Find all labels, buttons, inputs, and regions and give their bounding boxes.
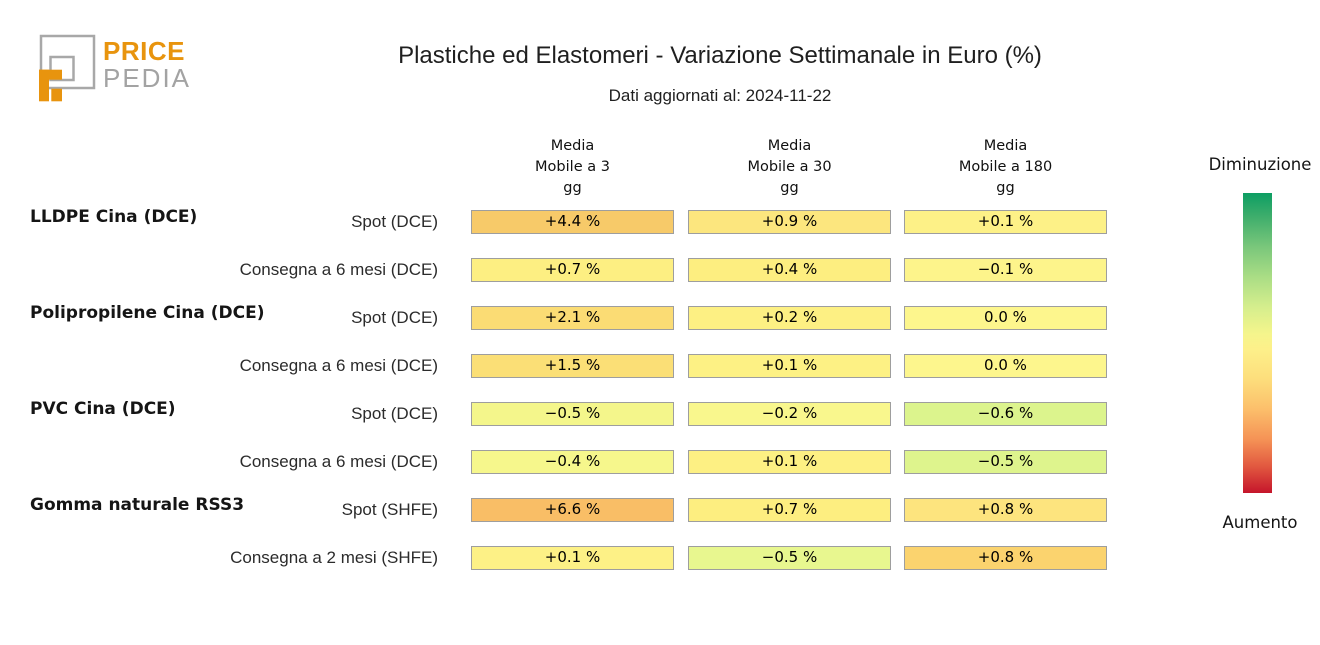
heatmap-cell: +0.9 % [688,210,891,234]
row-label: Consegna a 6 mesi (DCE) [239,260,438,279]
row-label: Spot (SHFE) [341,500,438,519]
column-header-line: Media [983,138,1028,154]
row-label: Consegna a 2 mesi (SHFE) [230,548,438,567]
heatmap-cell: +0.8 % [904,498,1107,522]
row-label: Consegna a 6 mesi (DCE) [239,356,438,375]
heatmap-cell: +0.1 % [471,546,674,570]
heatmap-cell: −0.5 % [904,450,1107,474]
column-header: Media Mobile a 3 gg [471,136,674,199]
heatmap-cell: −0.6 % [904,402,1107,426]
column-header-line: gg [780,180,799,196]
row-group-label: LLDPE Cina (DCE) [30,207,198,227]
column-header-line: Mobile a 180 [958,159,1053,175]
column-header: Media Mobile a 180 gg [904,136,1107,199]
heatmap-cell: +2.1 % [471,306,674,330]
row-label: Consegna a 6 mesi (DCE) [239,452,438,471]
heatmap-cell: +0.2 % [688,306,891,330]
row-label: Spot (DCE) [351,404,438,423]
column-header: Media Mobile a 30 gg [688,136,891,199]
column-header-line: Media [767,138,812,154]
row-group-label: Polipropilene Cina (DCE) [30,303,265,323]
heatmap-cell: +6.6 % [471,498,674,522]
heatmap-cell: +1.5 % [471,354,674,378]
row-group-label: PVC Cina (DCE) [30,399,176,419]
heatmap-cell: −0.2 % [688,402,891,426]
heatmap-cell: +4.4 % [471,210,674,234]
heatmap-cell: +0.7 % [471,258,674,282]
row-label: Spot (DCE) [351,212,438,231]
page-subtitle: Dati aggiornati al: 2024-11-22 [608,86,832,105]
heatmap-cell: +0.4 % [688,258,891,282]
heatmap-cell: −0.4 % [471,450,674,474]
logo-word-pedia: PEDIA [103,63,192,93]
pricepedia-logo-text: PRICE PEDIA [103,38,191,92]
pricepedia-logo-icon [39,34,96,102]
heatmap-cell: −0.5 % [471,402,674,426]
heatmap-cell: +0.1 % [904,210,1107,234]
heatmap-cell: +0.1 % [688,354,891,378]
legend-label-increase: Aumento [1222,513,1298,532]
logo-word-price: PRICE [103,36,185,66]
heatmap-cell: −0.1 % [904,258,1107,282]
legend-colorbar [1243,193,1272,493]
column-header-line: gg [563,180,582,196]
pricepedia-logo: PRICE PEDIA [38,34,191,104]
heatmap-cell: +0.8 % [904,546,1107,570]
column-header-line: gg [996,180,1015,196]
heatmap-cell: +0.1 % [688,450,891,474]
heatmap-cell: 0.0 % [904,306,1107,330]
heatmap-cell: +0.7 % [688,498,891,522]
heatmap-cell: 0.0 % [904,354,1107,378]
heatmap-cell: −0.5 % [688,546,891,570]
legend-label-decrease: Diminuzione [1208,155,1312,174]
column-header-line: Mobile a 3 [535,159,610,175]
row-group-label: Gomma naturale RSS3 [30,495,245,515]
row-label: Spot (DCE) [351,308,438,327]
column-header-line: Media [550,138,595,154]
page-title: Plastiche ed Elastomeri - Variazione Set… [398,42,1042,69]
column-header-line: Mobile a 30 [747,159,832,175]
